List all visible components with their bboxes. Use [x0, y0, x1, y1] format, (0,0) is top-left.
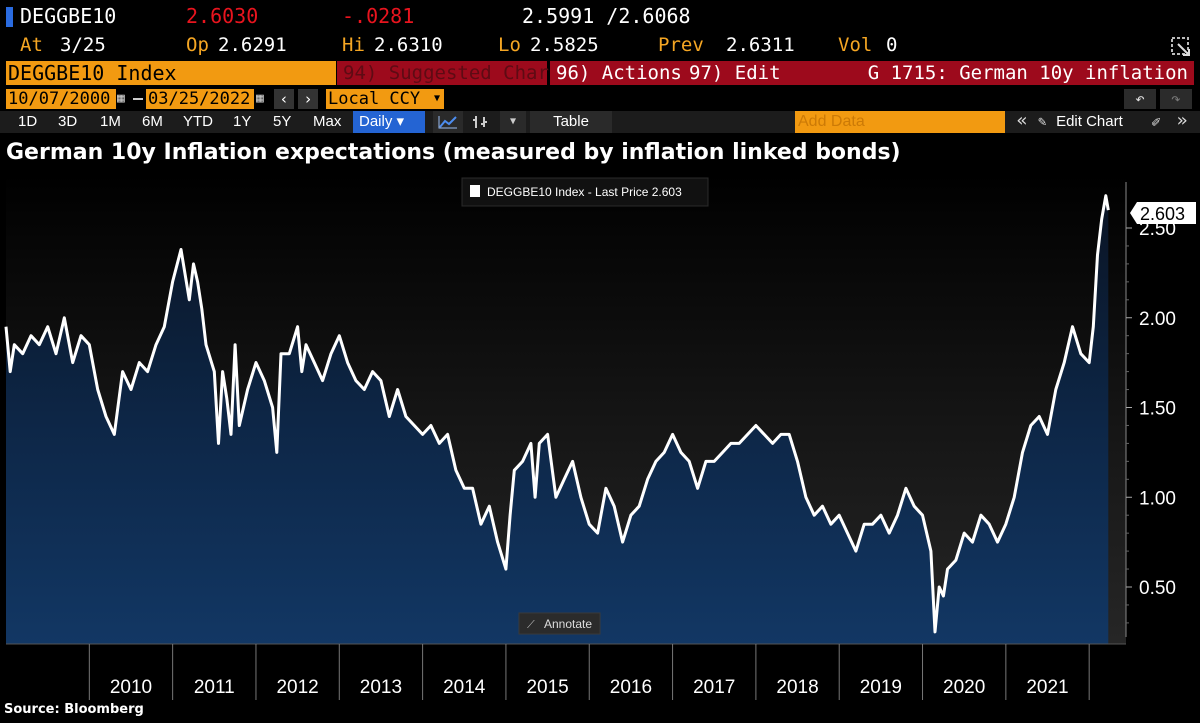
range-6m[interactable]: 6M [142, 113, 163, 130]
high-value: 2.6310 [374, 34, 443, 56]
edit-menu[interactable]: 97) Edit ▾ [683, 61, 803, 85]
high-label: Hi [342, 34, 365, 56]
line-chart-icon[interactable] [433, 111, 463, 133]
start-date-input[interactable]: 10/07/2000 [6, 89, 116, 109]
collapse-left-icon[interactable]: « [1016, 110, 1028, 131]
x-tick-label: 2016 [610, 677, 652, 698]
chart-function-title: G 1715: German 10y inflation [782, 61, 1194, 85]
currency-select[interactable]: Local CCY ▼ [326, 89, 444, 109]
range-3d[interactable]: 3D [58, 113, 78, 130]
suggested-charts-button[interactable]: 94) Suggested Charts [337, 61, 572, 85]
y-tick-label: 2.00 [1139, 309, 1176, 330]
annotate-label: Annotate [544, 617, 592, 631]
range-5y[interactable]: 5Y [273, 113, 292, 130]
annotate-button[interactable]: ⟋ Annotate [518, 612, 601, 635]
x-tick-label: 2012 [276, 677, 318, 698]
table-button[interactable]: Table [530, 111, 612, 133]
series-area [6, 195, 1109, 644]
y-tick-label: 1.00 [1139, 488, 1176, 509]
y-tick-label: 2.50 [1139, 219, 1176, 240]
x-tick-label: 2020 [943, 677, 985, 698]
low-value: 2.5825 [530, 34, 599, 56]
series-line[interactable] [4, 194, 1110, 634]
range-1d[interactable]: 1D [18, 113, 38, 130]
last-price-tag-label: 2.603 [1140, 204, 1185, 224]
y-axis: 0.50 1.00 1.50 2.00 2.50 [1125, 182, 1176, 637]
range-1m[interactable]: 1M [100, 113, 121, 130]
range-1y[interactable]: 1Y [233, 113, 252, 130]
range-ytd[interactable]: YTD [183, 113, 213, 130]
chart-settings-icon[interactable]: ✐ [1151, 113, 1161, 131]
at-label: At [20, 34, 43, 56]
legend-swatch [470, 185, 480, 197]
prev-value: 2.6311 [726, 34, 795, 56]
frequency-select[interactable]: Daily ▾ [353, 111, 425, 133]
legend: DEGGBE10 Index - Last Price 2.603 [461, 177, 709, 207]
next-period-button[interactable]: › [298, 89, 318, 109]
x-tick-label: 2017 [693, 677, 735, 698]
volume-value: 0 [886, 34, 898, 56]
source-note: Source: Bloomberg [4, 702, 144, 717]
add-data-placeholder: Add Data [798, 113, 865, 130]
low-label: Lo [498, 34, 521, 56]
price-chart[interactable]: 0.501.001.502.002.50 2010 2011 2012 2013 201… [0, 172, 1200, 700]
last-price: 2.6030 [186, 4, 259, 28]
actions-menu[interactable]: 96) Actions ▾ [550, 61, 705, 85]
undo-icon[interactable]: ↶ [1124, 89, 1156, 109]
end-calendar-icon[interactable]: ▦ [256, 91, 264, 106]
annotate-icon: ⟋ [527, 618, 535, 631]
pencil-icon: ✎ [1038, 114, 1047, 130]
chart-type-dropdown[interactable]: ▼ [500, 111, 526, 133]
x-tick-label: 2010 [110, 677, 152, 698]
prev-label: Prev [658, 34, 704, 56]
range-max[interactable]: Max [313, 113, 342, 130]
x-tick-label: 2014 [443, 677, 486, 698]
prev-period-button[interactable]: ‹ [274, 89, 294, 109]
edit-chart-button[interactable]: ✎ Edit Chart [1038, 111, 1138, 133]
x-tick-label: 2013 [360, 677, 402, 698]
bar-chart-icon[interactable] [467, 111, 493, 133]
x-tick-label: 2021 [1026, 677, 1068, 698]
chevron-down-icon: ▼ [433, 93, 440, 104]
legend-label: DEGGBE10 Index - Last Price 2.603 [487, 185, 682, 199]
y-tick-label: 0.50 [1139, 578, 1176, 599]
x-tick-label: 2015 [526, 677, 568, 698]
ticker-symbol: DEGGBE10 [20, 4, 117, 28]
add-data-input[interactable]: Add Data [795, 111, 1005, 133]
open-label: Op [186, 34, 209, 56]
price-change: -.0281 [342, 4, 415, 28]
last-price-tag: 2.603 [1130, 202, 1196, 224]
open-value: 2.6291 [218, 34, 287, 56]
y-tick-label: 1.50 [1139, 399, 1176, 420]
x-axis: 2010 2011 2012 2013 2014 2015 2016 2017 2018 2019… [6, 643, 1126, 700]
volume-label: Vol [838, 34, 873, 56]
x-tick-label: 2018 [776, 677, 818, 698]
x-tick-label: 2011 [194, 677, 235, 698]
start-calendar-icon[interactable]: ▦ [117, 91, 125, 106]
redo-icon[interactable]: ↷ [1160, 89, 1192, 109]
shrink-window-icon[interactable] [1170, 36, 1192, 58]
suggested-charts-label: 94) Suggested Charts [343, 62, 572, 84]
edit-chart-label: Edit Chart [1056, 113, 1123, 130]
bid-ask: 2.5991 /2.6068 [522, 4, 691, 28]
ticker-flag [6, 7, 13, 27]
security-field[interactable]: DEGGBE10 Index [6, 61, 336, 85]
collapse-right-icon[interactable]: » [1176, 110, 1188, 131]
chart-title: German 10y Inflation expectations (measu… [6, 140, 901, 165]
at-value: 3/25 [60, 34, 106, 56]
currency-label: Local CCY [328, 89, 421, 109]
end-date-input[interactable]: 03/25/2022 [146, 89, 254, 109]
date-separator [133, 98, 143, 100]
x-tick-label: 2019 [860, 677, 902, 698]
